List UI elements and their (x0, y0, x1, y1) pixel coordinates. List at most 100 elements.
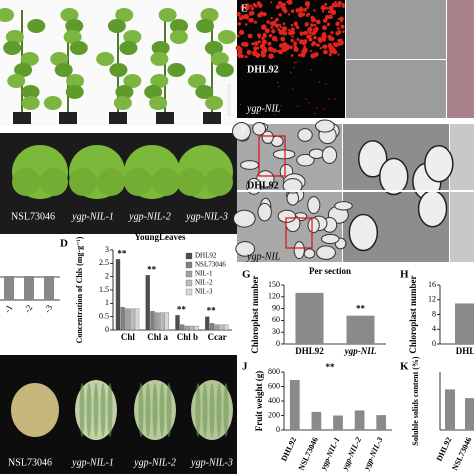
leaf (150, 52, 169, 66)
red-dot (289, 45, 293, 50)
red-dot (281, 6, 287, 12)
y-tick-label: 2 (105, 271, 109, 280)
red-dot (281, 26, 288, 32)
red-dot (252, 3, 257, 7)
divider (237, 190, 474, 192)
red-dot (248, 18, 253, 23)
melon (11, 383, 59, 437)
red-dot (258, 2, 261, 6)
cell (307, 196, 321, 214)
panel-label: K (400, 361, 409, 373)
red-dot (237, 52, 242, 57)
bar (159, 312, 165, 331)
red-dot (328, 97, 330, 100)
red-dot (250, 6, 255, 11)
red-dot (310, 23, 314, 27)
bar (445, 389, 455, 430)
cell (282, 178, 303, 194)
leaf (27, 19, 46, 33)
stripe (100, 383, 106, 437)
y-tick-label: 16 (428, 280, 436, 289)
leaf (63, 30, 82, 44)
red-dot (315, 107, 318, 109)
leaf (195, 85, 214, 99)
stripe (195, 383, 201, 437)
cell (293, 241, 305, 260)
y-tick-label: 150 (268, 280, 280, 289)
y-axis-label: Chloroplast number (250, 275, 260, 353)
red-dot (342, 2, 345, 6)
red-dot (321, 10, 325, 13)
y-tick-label: 200 (268, 410, 280, 419)
bar (289, 379, 300, 430)
red-dot (322, 25, 327, 31)
leaf (109, 63, 128, 77)
red-dot (270, 1, 273, 4)
x-tick-label: Ccar (208, 332, 227, 342)
red-dot (313, 35, 317, 40)
sample-label: ygp-NIL-3 (185, 211, 228, 222)
cell (297, 128, 313, 142)
pot (109, 112, 127, 124)
red-dot (337, 53, 340, 56)
leaf (12, 168, 40, 196)
sample-label: ygp-NIL-2 (133, 457, 176, 468)
red-dot (275, 23, 280, 28)
red-dot (255, 46, 260, 50)
sample-label: ygp-NIL-2 (128, 211, 171, 222)
leaf (215, 63, 234, 77)
y-tick-label: 600 (268, 381, 280, 390)
red-dot (332, 2, 338, 8)
leaf (65, 85, 84, 99)
leaf (115, 8, 134, 22)
leaf (50, 52, 69, 66)
y-tick-label: 1 (105, 298, 109, 307)
red-dot (246, 49, 252, 55)
cell (321, 233, 340, 245)
stripe (86, 383, 92, 437)
red-dot (287, 28, 290, 31)
red-dot (335, 21, 340, 27)
bar (455, 303, 474, 344)
x-tick-label: Chl a (147, 332, 168, 342)
bar (224, 324, 229, 331)
significance: ** (207, 306, 217, 316)
red-dot (262, 47, 268, 54)
leaf (115, 85, 134, 99)
red-dot (278, 49, 284, 55)
red-dot (290, 23, 294, 27)
red-dot (293, 66, 295, 69)
leaf (167, 63, 186, 77)
leaf (196, 19, 215, 33)
red-dot (329, 6, 333, 10)
red-dot (273, 114, 276, 116)
red-dot (290, 54, 294, 57)
red-dot (275, 4, 280, 10)
red-dot (296, 61, 299, 63)
cell (257, 202, 272, 222)
bar (175, 315, 180, 331)
bar (44, 276, 54, 300)
stripe (138, 383, 144, 437)
red-dot (317, 37, 322, 42)
leaf (123, 74, 142, 88)
divider (346, 59, 446, 60)
red-dot (333, 42, 339, 48)
leaf (119, 41, 138, 55)
cell (379, 157, 409, 196)
stripe (216, 383, 222, 437)
sample-label: DHL92 (247, 180, 279, 191)
panel-label: D (60, 238, 68, 250)
leaf (124, 168, 152, 196)
red-dot (262, 12, 267, 17)
red-dot (257, 40, 262, 44)
red-dot (334, 98, 337, 100)
red-dot (266, 69, 269, 71)
red-dot (282, 31, 288, 36)
red-dot (297, 53, 301, 57)
leaf (107, 19, 126, 33)
leaf (151, 41, 170, 55)
cell (235, 241, 256, 257)
tem-zoom-2 (450, 124, 474, 262)
